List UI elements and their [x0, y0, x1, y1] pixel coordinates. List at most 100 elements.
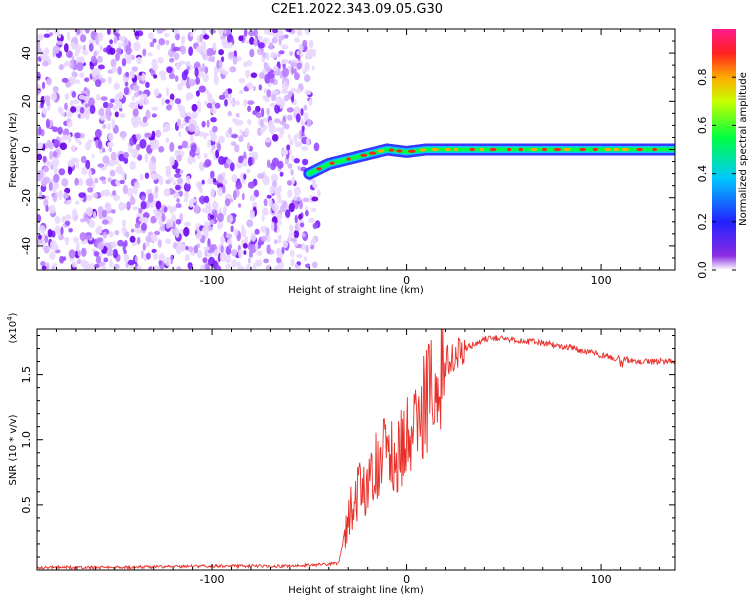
noise-speck: [58, 190, 63, 200]
noise-speck: [165, 224, 171, 229]
noise-speck: [124, 231, 130, 238]
noise-speck: [293, 72, 300, 81]
noise-speck: [153, 74, 158, 79]
noise-speck: [151, 234, 158, 243]
noise-speck: [63, 43, 69, 53]
noise-speck: [217, 187, 224, 197]
noise-speck: [296, 50, 300, 56]
noise-speck: [185, 126, 190, 132]
noise-speck: [263, 198, 268, 207]
noise-speck: [45, 262, 50, 270]
noise-speck: [85, 142, 92, 151]
noise-speck: [45, 205, 49, 212]
noise-speck: [78, 141, 83, 146]
noise-speck: [175, 219, 182, 225]
top-axes: -100 0 100 -40 -20 0 20 40: [20, 29, 675, 287]
noise-speck: [313, 142, 320, 152]
noise-speck: [201, 208, 207, 213]
noise-speck: [173, 52, 180, 61]
noise-speck: [159, 29, 167, 32]
noise-speck: [300, 222, 305, 228]
noise-speck: [117, 66, 122, 76]
noise-speck: [165, 167, 171, 177]
noise-speck: [134, 255, 138, 263]
noise-speck: [111, 119, 116, 129]
colorbar: [712, 29, 736, 270]
noise-speck: [243, 151, 247, 161]
noise-speck: [69, 75, 77, 85]
snr-line: [37, 329, 675, 570]
noise-speck: [124, 81, 129, 87]
noise-speck: [246, 168, 251, 174]
noise-speck: [58, 64, 64, 71]
noise-speck: [272, 180, 278, 188]
noise-speck: [104, 202, 112, 212]
noise-speck: [199, 33, 204, 42]
signal-hotspot: [329, 161, 335, 165]
noise-speck: [291, 176, 296, 185]
noise-speck: [187, 262, 193, 270]
noise-speck: [228, 51, 235, 59]
noise-speck: [257, 47, 264, 56]
noise-speck: [131, 119, 137, 124]
noise-speck: [191, 144, 197, 153]
noise-speck: [261, 56, 266, 63]
noise-speck: [106, 114, 111, 121]
noise-speck: [196, 100, 201, 110]
noise-speck: [179, 109, 187, 119]
noise-speck: [96, 93, 101, 101]
noise-speck: [88, 39, 96, 44]
noise-speck: [228, 127, 232, 135]
noise-speck: [77, 178, 84, 186]
noise-speck: [189, 133, 194, 144]
noise-speck: [247, 156, 253, 167]
noise-speck: [231, 259, 238, 268]
noise-speck: [83, 96, 90, 102]
noise-speck: [53, 139, 60, 148]
noise-speck: [129, 161, 136, 170]
noise-speck: [95, 255, 102, 264]
signal-hotspot: [489, 147, 497, 152]
noise-speck: [212, 125, 218, 133]
noise-speck: [145, 235, 152, 243]
noise-speck: [130, 228, 135, 233]
noise-speck: [174, 98, 182, 105]
noise-speck: [225, 254, 232, 264]
noise-speck: [112, 248, 118, 259]
noise-speck: [79, 218, 86, 223]
noise-speck: [93, 211, 97, 220]
noise-speck: [110, 151, 117, 161]
noise-speck: [230, 141, 237, 146]
noise-speck: [64, 93, 70, 101]
noise-speck: [79, 107, 85, 114]
noise-speck: [151, 130, 156, 140]
noise-speck: [210, 117, 217, 123]
noise-speck: [266, 244, 271, 255]
noise-speck: [124, 38, 128, 46]
noise-speck: [48, 204, 56, 214]
noise-speck: [280, 58, 289, 65]
noise-speck: [166, 104, 172, 111]
noise-speck: [189, 32, 194, 37]
noise-speck: [119, 112, 126, 119]
noise-speck: [304, 61, 310, 72]
noise-speck: [304, 89, 312, 96]
noise-speck: [174, 161, 179, 167]
noise-speck: [268, 198, 273, 208]
noise-speck: [195, 231, 203, 240]
signal-hotspot: [479, 147, 484, 152]
noise-speck: [151, 113, 157, 118]
noise-speck: [237, 265, 245, 270]
noise-speck: [148, 231, 154, 236]
noise-speck: [273, 70, 280, 76]
noise-speck: [121, 227, 126, 232]
noise-speck: [111, 241, 117, 248]
noise-speck: [134, 31, 140, 37]
noise-speck: [212, 42, 217, 51]
noise-speck: [179, 212, 183, 222]
noise-speck: [46, 195, 50, 200]
noise-speck: [44, 235, 49, 244]
noise-speck: [88, 43, 94, 52]
noise-speck: [108, 146, 113, 153]
noise-speck: [296, 132, 300, 139]
